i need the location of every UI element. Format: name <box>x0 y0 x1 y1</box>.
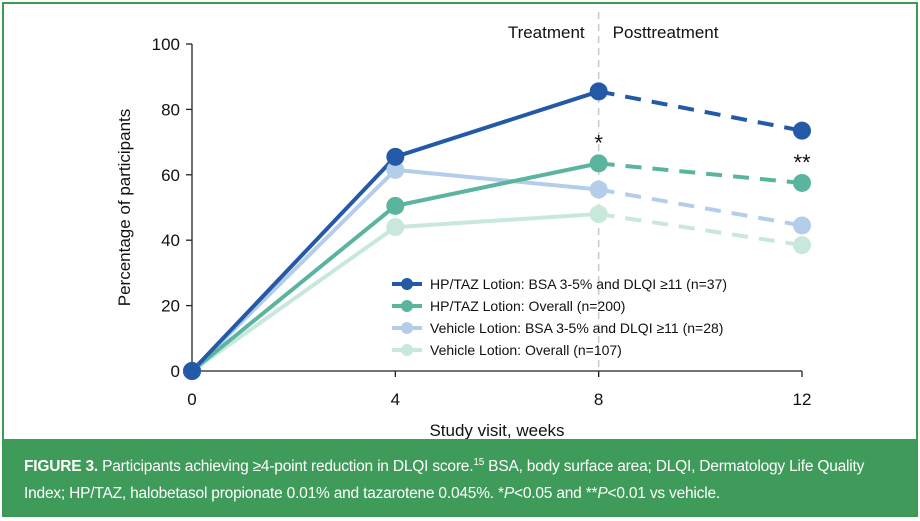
data-point <box>793 173 811 192</box>
data-point <box>386 218 405 237</box>
legend-entry: HP/TAZ Lotion: Overall (n=200) <box>430 298 625 314</box>
phase-label-treatment: Treatment <box>508 23 585 42</box>
caption-lead: FIGURE 3. <box>24 458 98 476</box>
series-line-posttreatment <box>598 89 803 133</box>
legend-entry: HP/TAZ Lotion: BSA 3-5% and DLQI ≥11 (n=… <box>430 276 727 292</box>
caption-p-symbol-1: P <box>503 485 514 503</box>
series-line-treatment <box>190 161 601 373</box>
data-point <box>589 180 608 199</box>
data-point <box>793 216 811 235</box>
caption-p-symbol-2: P <box>597 485 608 503</box>
phase-label-posttreatment: Posttreatment <box>613 23 719 42</box>
y-tick-label: 60 <box>161 166 180 185</box>
data-point <box>386 160 405 179</box>
data-point <box>589 154 608 173</box>
line-chart: Treatment Posttreatment 0 20 40 60 80 100 0 4 8 12… <box>115 12 812 440</box>
x-tick-label: 8 <box>594 390 603 409</box>
data-point <box>386 196 405 215</box>
y-tick-label: 100 <box>152 35 180 54</box>
data-point <box>793 236 811 255</box>
data-point <box>793 121 811 140</box>
caption-text-d: <0.01 vs vehicle. <box>607 485 721 503</box>
legend-swatch-marker <box>401 322 413 334</box>
y-tick-label: 20 <box>161 297 180 316</box>
legend-entry: Vehicle Lotion: BSA 3-5% and DLQI ≥11 (n… <box>430 320 723 336</box>
x-tick-label: 0 <box>187 390 196 409</box>
x-axis-label: Study visit, weeks <box>429 421 564 440</box>
caption-reference: 15 <box>473 457 485 468</box>
y-tick-label: 40 <box>161 231 180 250</box>
y-tick-label: 0 <box>171 362 180 381</box>
x-tick-label: 4 <box>391 390 400 409</box>
caption-text-a: Participants achieving ≥4-point reductio… <box>98 458 474 476</box>
legend-swatch-marker <box>401 278 413 290</box>
data-point <box>183 362 201 380</box>
legend-entry: Vehicle Lotion: Overall (n=107) <box>430 342 622 358</box>
data-point <box>386 147 405 166</box>
data-point <box>589 205 608 224</box>
x-tick-label: 12 <box>793 390 812 409</box>
figure-caption: FIGURE 3. Participants achieving ≥4-poin… <box>4 439 916 515</box>
significance-marker: ** <box>793 150 811 175</box>
series-line-posttreatment <box>598 187 803 228</box>
significance-marker: * <box>594 130 603 155</box>
series-line-posttreatment <box>598 212 803 248</box>
data-point <box>589 82 608 101</box>
caption-text-b: BSA, body surface area; DLQI, Dermatolog… <box>24 458 865 503</box>
y-tick-label: 80 <box>161 100 180 119</box>
y-axis-label: Percentage of participants <box>115 109 134 307</box>
caption-text-c: <0.05 and ** <box>514 485 598 503</box>
series-line-posttreatment <box>598 161 803 185</box>
legend-swatch-marker <box>401 300 413 312</box>
legend-swatch-marker <box>401 344 413 356</box>
